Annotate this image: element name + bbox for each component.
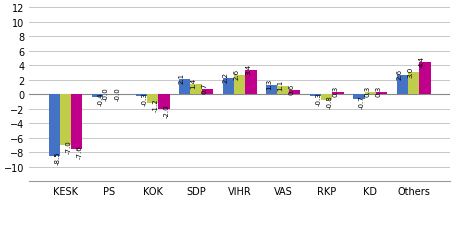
Text: 4.4: 4.4 [419,56,425,67]
Bar [158,95,169,109]
Text: 2.1: 2.1 [179,73,185,84]
Text: 0.6: 0.6 [288,83,295,94]
Text: 1.3: 1.3 [266,78,272,89]
Text: -1.2: -1.2 [153,98,158,112]
Bar [49,95,60,156]
Bar [136,95,147,97]
Text: 2.2: 2.2 [222,72,228,83]
Bar [71,95,83,150]
Bar [245,70,257,95]
Text: -7.0: -7.0 [65,140,71,154]
Text: 0.3: 0.3 [375,86,381,97]
Text: -0.4: -0.4 [98,92,104,106]
Text: 0.3: 0.3 [364,86,370,97]
Bar [179,80,190,95]
Text: -0.7: -0.7 [359,94,365,108]
Bar [190,85,202,95]
Text: 0.7: 0.7 [202,83,207,94]
Text: 2.6: 2.6 [234,69,240,80]
Text: -7.6: -7.6 [77,144,83,158]
Bar [419,63,431,95]
Bar [266,85,277,95]
Bar [332,93,344,95]
Text: -0.3: -0.3 [141,91,147,105]
Text: -0.0: -0.0 [114,86,120,100]
Text: 1.1: 1.1 [277,80,283,91]
Text: 0.3: 0.3 [332,86,338,97]
Bar [234,76,245,95]
Bar [408,73,419,95]
Bar [222,79,234,95]
Text: -8.5: -8.5 [54,151,60,164]
Bar [60,95,71,145]
Text: 1.4: 1.4 [190,78,196,89]
Bar [321,95,332,101]
Bar [397,76,408,95]
Text: -0.8: -0.8 [327,95,333,109]
Text: 2.6: 2.6 [396,69,402,80]
Text: -0.3: -0.3 [316,91,321,105]
Bar [365,93,376,95]
Text: 3.4: 3.4 [245,63,251,74]
Bar [277,87,289,95]
Bar [310,95,321,97]
Bar [353,95,365,100]
Bar [92,95,104,98]
Bar [202,90,213,95]
Text: 3.0: 3.0 [408,66,414,77]
Bar [289,90,300,95]
Text: -0.0: -0.0 [103,86,109,100]
Bar [147,95,158,104]
Text: -2.0: -2.0 [164,104,170,117]
Bar [376,93,387,95]
